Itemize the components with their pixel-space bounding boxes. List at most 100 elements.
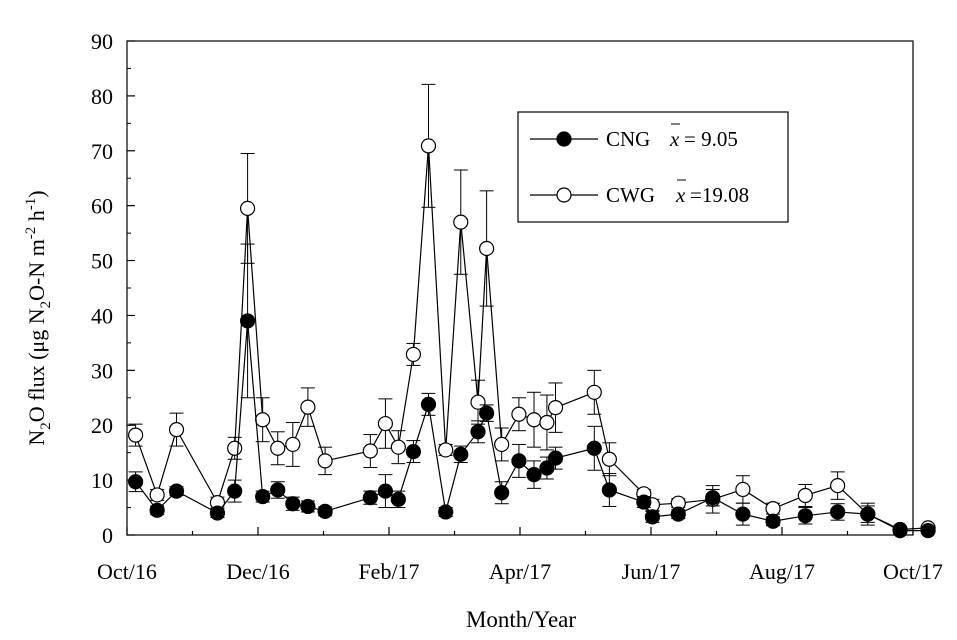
data-point: [479, 405, 495, 421]
data-point: [797, 508, 813, 524]
data-point: [149, 487, 165, 503]
x-axis-label: Month/Year: [466, 607, 576, 632]
data-point: [511, 406, 527, 422]
legend-name: CNG: [606, 127, 650, 151]
data-point: [255, 412, 271, 428]
data-point: [601, 482, 617, 498]
data-point: [705, 490, 721, 506]
data-point: [830, 504, 846, 520]
data-point: [317, 503, 333, 519]
legend-name: CWG: [606, 183, 655, 207]
y-tick-label: 20: [91, 413, 113, 438]
data-point: [830, 478, 846, 494]
data-point: [920, 523, 936, 539]
legend-entry-cng: CNG x = 9.05: [530, 123, 738, 151]
data-point: [390, 439, 406, 455]
legend-entry-cwg: CWG x =19.08: [530, 179, 749, 207]
data-point: [470, 424, 486, 440]
y-tick-label: 40: [91, 303, 113, 328]
data-point: [168, 422, 185, 438]
data-point: [377, 483, 394, 499]
data-point: [453, 446, 469, 462]
data-point: [438, 504, 454, 520]
data-point: [270, 440, 286, 456]
data-point: [735, 506, 751, 522]
data-point: [586, 384, 602, 400]
data-point: [300, 399, 316, 415]
x-tick-label: Aug/17: [749, 559, 815, 584]
y-tick-label: 50: [91, 249, 113, 274]
data-point: [526, 412, 542, 428]
y-tick-label: 60: [91, 194, 113, 219]
data-point: [526, 467, 542, 483]
data-point: [479, 240, 495, 257]
data-point: [644, 509, 661, 525]
x-tick-label: Apr/17: [489, 559, 551, 584]
data-point: [494, 485, 510, 501]
data-point: [735, 481, 751, 498]
legend-marker: [556, 131, 572, 147]
x-tick-label: Feb/17: [358, 559, 419, 584]
x-tick-label: Jun/17: [622, 559, 681, 584]
data-point: [892, 523, 908, 539]
data-point: [227, 440, 243, 456]
y-tick-label: 90: [91, 29, 113, 54]
data-point: [405, 443, 422, 460]
y-tick-label: 0: [102, 523, 113, 548]
data-point: [128, 427, 144, 443]
data-point: [149, 502, 165, 518]
data-point: [860, 506, 876, 522]
data-point: [420, 138, 437, 154]
legend-mean-value: =19.08: [690, 183, 749, 207]
data-point: [317, 453, 333, 469]
data-point: [547, 450, 564, 466]
data-point: [239, 313, 256, 329]
data-point: [209, 505, 226, 521]
data-point: [797, 487, 813, 504]
data-point: [586, 440, 602, 456]
data-point: [539, 414, 555, 431]
x-tick-label: Oct/16: [97, 559, 157, 584]
data-point: [128, 474, 144, 490]
data-point: [438, 442, 454, 458]
data-point: [470, 394, 486, 410]
data-point: [168, 483, 185, 499]
data-point: [547, 400, 564, 416]
legend-box: [517, 111, 789, 223]
y-tick-label: 70: [91, 139, 113, 164]
data-point: [362, 490, 378, 506]
data-point: [670, 506, 686, 522]
y-tick-label: 30: [91, 358, 113, 383]
data-point: [765, 513, 781, 529]
series-layer: [128, 83, 936, 539]
legend-marker: [556, 187, 572, 203]
y-axis-label: N2O flux (μg N2O-N m-2 h-1): [23, 190, 54, 445]
data-point: [270, 482, 286, 498]
data-point: [636, 494, 652, 510]
data-point: [377, 415, 394, 432]
data-point: [405, 346, 422, 363]
y-tick-label: 10: [91, 468, 113, 493]
data-point: [285, 496, 301, 512]
y-tick-label: 80: [91, 84, 113, 109]
legend-mean-symbol: x: [669, 127, 680, 151]
data-point: [494, 436, 510, 453]
data-point: [239, 200, 256, 217]
data-point: [390, 491, 406, 507]
data-point: [285, 436, 301, 453]
legend-mean-value: = 9.05: [684, 127, 738, 151]
legend-mean-symbol: x: [675, 183, 686, 207]
data-point: [539, 460, 555, 476]
data-point: [420, 396, 437, 412]
axes-layer: 0 10 20 30 40 50 60 70 80 90 Oct/16 Dec/16 Feb/17 Apr…: [91, 29, 943, 584]
x-tick-label: Dec/16: [226, 559, 290, 584]
data-point: [300, 498, 316, 515]
data-point: [765, 501, 781, 517]
x-tick-label: Oct/17: [883, 559, 943, 584]
data-point: [453, 214, 469, 230]
data-point: [255, 488, 271, 505]
data-point: [227, 483, 243, 499]
data-point: [362, 443, 378, 459]
